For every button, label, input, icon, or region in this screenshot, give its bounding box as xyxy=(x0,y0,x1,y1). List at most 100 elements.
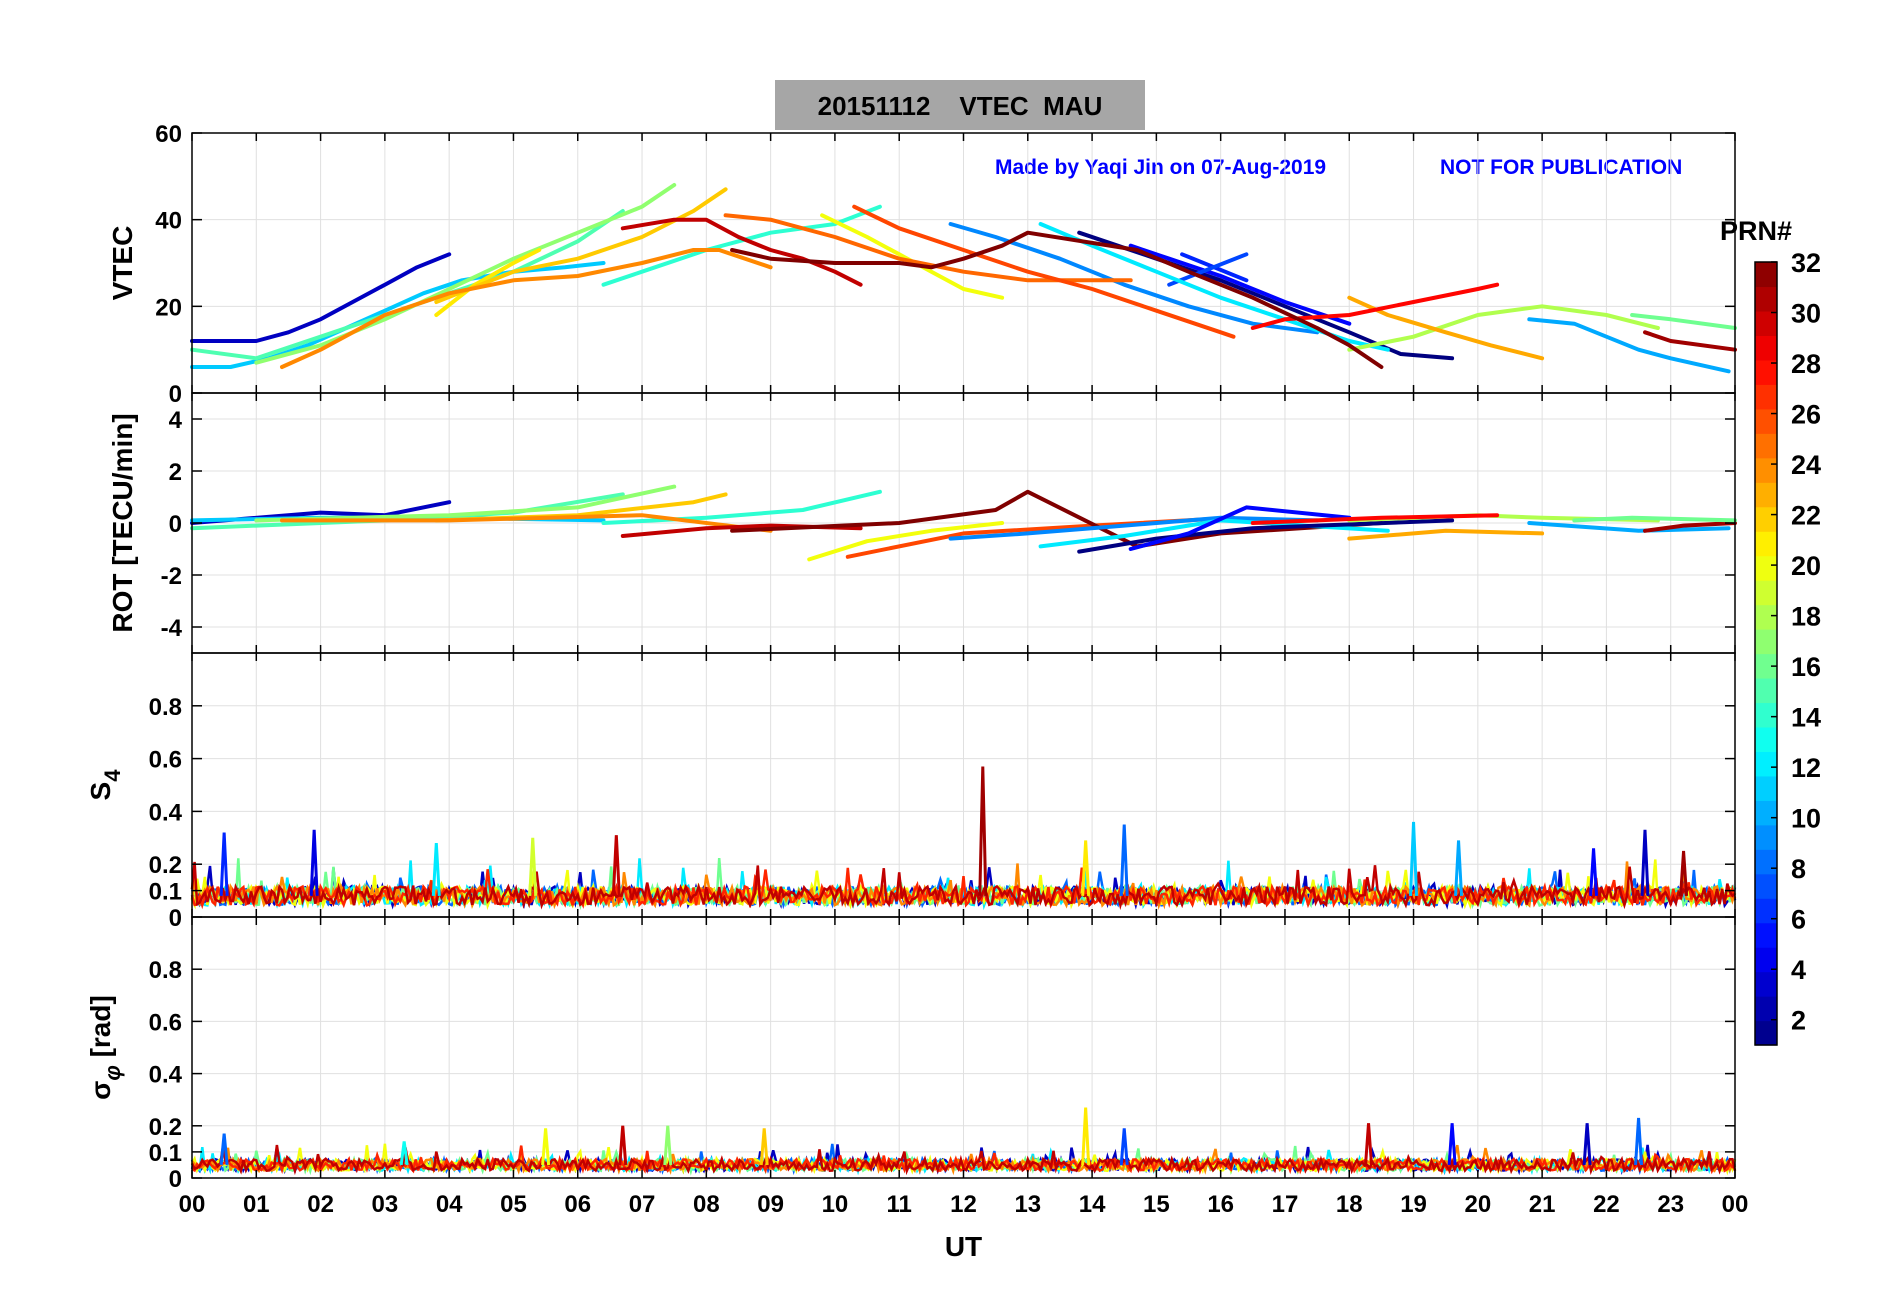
y-tick-label-s4: 0 xyxy=(169,905,182,932)
grid-sigma_phi xyxy=(191,917,1736,1179)
colorbar-segment xyxy=(1755,384,1777,410)
x-tick-label: 15 xyxy=(1143,1191,1170,1218)
x-tick-label: 10 xyxy=(822,1191,849,1218)
spike-prn-4 xyxy=(309,829,319,896)
colorbar-segment xyxy=(1755,580,1777,606)
y-tick-label-rot: -4 xyxy=(161,615,183,642)
series-prn-3 xyxy=(190,252,452,343)
x-tick-label: 22 xyxy=(1593,1191,1620,1218)
x-tick-label: 09 xyxy=(757,1191,784,1218)
series-prn-14 xyxy=(601,489,882,525)
spike-prn-31 xyxy=(978,766,988,896)
y-tick-label-s4: 0.4 xyxy=(149,799,183,826)
colorbar-segment xyxy=(1755,408,1777,434)
series-prn-30 xyxy=(620,217,863,287)
colorbar-frame xyxy=(1754,261,1778,1046)
colorbar-segment xyxy=(1755,653,1777,679)
colorbar-segment xyxy=(1755,262,1777,288)
colorbar-segment xyxy=(1755,433,1777,459)
spike-prn-8 xyxy=(1119,824,1129,896)
x-tick-label: 18 xyxy=(1336,1191,1363,1218)
colorbar-segment xyxy=(1755,604,1777,630)
credit-notice: NOT FOR PUBLICATION xyxy=(1440,156,1683,179)
y-tick-label-sigma_phi: 0.4 xyxy=(149,1062,183,1089)
spike-prn-21 xyxy=(1081,1107,1091,1166)
x-tick-label: 00 xyxy=(179,1191,206,1218)
colorbar-tick-label: 8 xyxy=(1791,854,1806,884)
x-axis-label: UT xyxy=(945,1231,982,1262)
series-prn-16 xyxy=(1572,515,1737,523)
spike-prn-30 xyxy=(618,1125,628,1166)
colorbar-segment xyxy=(1755,1020,1777,1046)
series-prn-31 xyxy=(1643,521,1737,533)
colorbar-segment xyxy=(1755,286,1777,312)
y-tick-label-rot: -2 xyxy=(161,563,182,590)
colorbar-tick-label: 2 xyxy=(1791,1006,1806,1036)
spike-prn-21 xyxy=(1081,840,1091,896)
series-prn-10 xyxy=(1527,317,1731,374)
spike-prn-20 xyxy=(541,1128,551,1166)
y-tick-label-vtec: 0 xyxy=(169,381,182,408)
y-tick-label-rot: 2 xyxy=(169,459,182,486)
series-prn-9 xyxy=(948,222,1320,335)
spike-prn-6 xyxy=(219,832,229,896)
colorbar-segment xyxy=(1755,898,1777,924)
colorbar-segment xyxy=(1755,922,1777,948)
colorbar-segment xyxy=(1755,702,1777,728)
colorbar-tick-label: 28 xyxy=(1791,349,1821,379)
x-tick-label: 19 xyxy=(1400,1191,1427,1218)
chart-title: 20151112 VTEC MAU xyxy=(817,91,1103,121)
trace-prn-30 xyxy=(190,861,1736,911)
y-tick-label-sigma_phi: 0.1 xyxy=(149,1140,182,1167)
series-prn-23 xyxy=(1347,528,1545,541)
spike-prn-5 xyxy=(1589,848,1599,896)
colorbar-segment xyxy=(1755,359,1777,385)
series-prn-14 xyxy=(601,204,882,287)
series-prn-17 xyxy=(254,183,677,365)
colorbar-segment xyxy=(1755,482,1777,508)
y-tick-label-s4: 0.8 xyxy=(149,694,182,721)
colorbar-tick-label: 30 xyxy=(1791,299,1821,329)
colorbar-tick-label: 32 xyxy=(1791,248,1821,278)
series-prn-26 xyxy=(852,204,1236,339)
series-prn-16 xyxy=(1630,313,1737,330)
title-box xyxy=(775,80,1145,130)
spike-prn-17 xyxy=(663,1125,673,1166)
x-tick-label: 05 xyxy=(500,1191,527,1218)
y-tick-label-sigma_phi: 0.8 xyxy=(149,957,182,984)
series-vtec xyxy=(190,183,1737,374)
x-tick-label: 03 xyxy=(372,1191,399,1218)
colorbar-segment xyxy=(1755,555,1777,581)
spike-prn-3 xyxy=(1640,829,1650,896)
grid-rot xyxy=(191,393,1736,653)
x-tick-label: 02 xyxy=(307,1191,334,1218)
x-tick-label: 14 xyxy=(1079,1191,1106,1218)
spike-prn-5 xyxy=(1447,1123,1457,1166)
spike-prn-31 xyxy=(1679,850,1689,896)
y-tick-label-sigma_phi: 0.2 xyxy=(149,1114,182,1141)
y-tick-label-vtec: 60 xyxy=(155,121,182,148)
x-tick-label: 17 xyxy=(1272,1191,1299,1218)
x-tick-label: 23 xyxy=(1657,1191,1684,1218)
x-tick-label: 08 xyxy=(693,1191,720,1218)
x-tick-label: 21 xyxy=(1529,1191,1556,1218)
y-axis-label-vtec: VTEC xyxy=(107,226,138,301)
spike-prn-10 xyxy=(1454,840,1464,896)
panel-s4: 00.10.2 0.4 0.6 0.8 S4 xyxy=(85,652,1737,932)
colorbar-tick-label: 6 xyxy=(1791,905,1806,935)
x-tick-label: 20 xyxy=(1464,1191,1491,1218)
colorbar-tick-label: 12 xyxy=(1791,753,1821,783)
colorbar-segment xyxy=(1755,726,1777,752)
colorbar-segment xyxy=(1755,873,1777,899)
spike-prn-11 xyxy=(1409,821,1419,896)
spike-prn-8 xyxy=(1634,1117,1644,1166)
spike-prn-13 xyxy=(399,1141,409,1166)
panel-sigma_phi: 00.10.2 0.4 0.6 0.8 σφ [rad] 00 01 02 03 04 05 06 07… xyxy=(85,916,1748,1262)
trace-prn-30 xyxy=(190,1144,1737,1176)
panel-vtec: 0 20 40 60 VTEC xyxy=(107,121,1737,408)
x-tick-label: 16 xyxy=(1207,1191,1234,1218)
y-tick-label-rot: 0 xyxy=(169,511,182,538)
series-sigma_phi xyxy=(190,1107,1737,1176)
spike-prn-8 xyxy=(219,1133,229,1166)
